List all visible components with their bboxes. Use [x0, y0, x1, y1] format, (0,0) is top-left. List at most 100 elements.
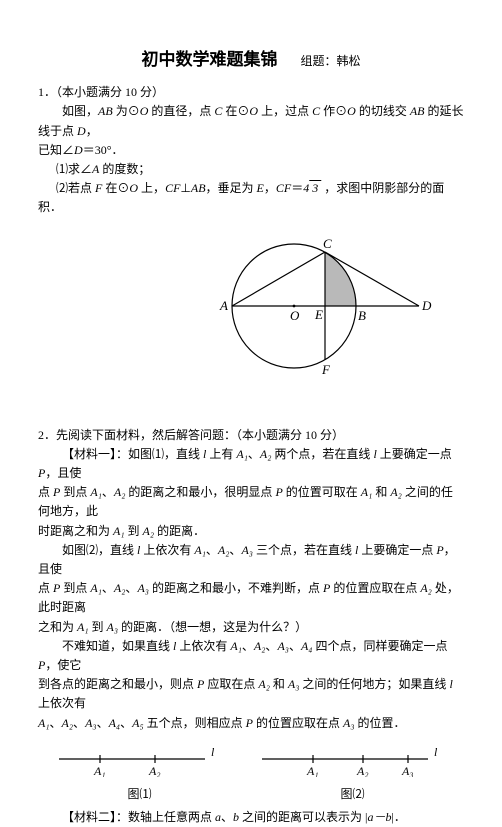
m3: ，使它: [45, 658, 81, 672]
p1-q2: ⑵若点: [56, 181, 95, 195]
m2: A₁: [90, 581, 102, 595]
m3: 的位置．: [355, 716, 406, 730]
m3: A₃: [85, 716, 97, 730]
m3: 、: [265, 639, 277, 653]
svg-text:A₁: A₁: [306, 764, 319, 777]
p1-t: 已知∠: [38, 143, 74, 157]
svg-text:B: B: [358, 308, 366, 323]
m2t: ．: [394, 810, 406, 824]
m2: 点: [38, 581, 53, 595]
p1-t: AB: [98, 104, 113, 118]
m2: 、: [229, 543, 241, 557]
m1: 和: [372, 485, 390, 499]
m3: A₃: [277, 639, 289, 653]
p1-t: 的直径，点: [148, 104, 214, 118]
svg-text:A: A: [219, 298, 228, 313]
svg-text:E: E: [314, 307, 323, 322]
m2: 上依次有: [140, 543, 194, 557]
m3: 、: [120, 716, 132, 730]
m2: A₁: [77, 620, 89, 634]
m3: 五个点，则相应点: [144, 716, 246, 730]
p1-t: C: [312, 104, 320, 118]
fig-right-label: 图⑵: [258, 785, 448, 804]
m2: 之和为: [38, 620, 77, 634]
p1-q2: CF: [276, 181, 291, 195]
title-line: 初中数学难题集锦 组题：韩松: [38, 46, 464, 73]
p1-q2: O: [129, 181, 138, 195]
m3: 到各点的距离之和最小，则点: [38, 677, 197, 691]
m2t: a－b: [367, 810, 391, 824]
m1: A₂: [143, 524, 155, 538]
m1: A₁: [236, 447, 248, 461]
m2: A₂: [218, 543, 230, 557]
m1: A₂: [260, 447, 272, 461]
m1: A₁: [361, 485, 373, 499]
p1-t: AB: [410, 104, 425, 118]
title-sub: 组题：韩松: [300, 54, 360, 68]
line-diagram-1: A₁A₂l: [55, 741, 225, 777]
m1: A₂: [390, 485, 402, 499]
m3: 上依次有: [38, 696, 86, 710]
svg-text:A₁: A₁: [93, 764, 106, 777]
p1-t: ，: [86, 124, 98, 138]
m2t: 【材料二】：数轴上任意两点: [62, 810, 215, 824]
fig-right: A₁ A₂ A₃ l 图⑵: [258, 741, 448, 804]
m3: 、: [242, 639, 254, 653]
m2: A₃: [241, 543, 253, 557]
m3: 、: [73, 716, 85, 730]
fig-left-label: 图⑴: [55, 785, 225, 804]
m3: A₁: [38, 716, 50, 730]
svg-text:l: l: [211, 745, 215, 759]
m2: 、: [125, 581, 137, 595]
m3: A₂: [258, 677, 270, 691]
p1-t: 的切线交: [356, 104, 410, 118]
m2: 到点: [60, 581, 90, 595]
m3: A₃: [288, 677, 300, 691]
m2: 如图⑵，直线: [62, 543, 137, 557]
p2-num: 2．: [38, 428, 56, 442]
m2: 到: [89, 620, 107, 634]
svg-text:C: C: [323, 236, 332, 251]
p1-q2: 在⊙: [102, 181, 129, 195]
p1-t: 如图，: [62, 104, 98, 118]
svg-text:F: F: [321, 362, 331, 377]
p1-q2: 上，: [138, 181, 165, 195]
m3: 不难知道，如果直线: [62, 639, 173, 653]
m1: P: [275, 485, 282, 499]
svg-text:l: l: [434, 745, 438, 759]
p1-t: 在⊙: [222, 104, 249, 118]
m1: ，且使: [45, 466, 81, 480]
line-diagram-2: A₁ A₂ A₃ l: [258, 741, 448, 777]
m3: 的位置应取在点: [253, 716, 343, 730]
m3: A₃: [343, 716, 355, 730]
figures-row: A₁A₂l 图⑴ A₁ A₂ A₃ l 图⑵: [38, 741, 464, 804]
m3: 、: [50, 716, 62, 730]
m1: 的距离．: [154, 524, 205, 538]
title-main: 初中数学难题集锦: [141, 50, 277, 69]
svg-text:A₂: A₂: [356, 764, 369, 777]
m2t: 、: [221, 810, 233, 824]
m1: 的位置可取在: [283, 485, 361, 499]
m3: 应取在点: [204, 677, 258, 691]
m2: 、: [102, 581, 114, 595]
m2: 的距离之和最小，不难判断，点: [149, 581, 323, 595]
svg-text:O: O: [290, 308, 300, 323]
m1: A₂: [114, 485, 126, 499]
m2: P: [436, 543, 443, 557]
p1-t: O: [347, 104, 356, 118]
p2-head: 先阅读下面材料，然后解答问题：（本小题满分 10 分）: [56, 428, 344, 442]
material-2: 【材料二】：数轴上任意两点 a、b 之间的距离可以表示为 |a－b|．: [38, 808, 464, 827]
m2: 上要确定一点: [358, 543, 436, 557]
svg-text:A₃: A₃: [401, 764, 414, 777]
p1-t: O: [249, 104, 258, 118]
m2: A₃: [137, 581, 149, 595]
m3: P: [246, 716, 253, 730]
m3: A₁: [230, 639, 242, 653]
m3: A₂: [254, 639, 266, 653]
m3: A₄: [109, 716, 121, 730]
p1-num: 1．: [38, 85, 56, 99]
m1: 到点: [60, 485, 90, 499]
m3: A₂: [62, 716, 74, 730]
m2: 的位置应取在点: [330, 581, 420, 595]
m2: A₂: [420, 581, 432, 595]
